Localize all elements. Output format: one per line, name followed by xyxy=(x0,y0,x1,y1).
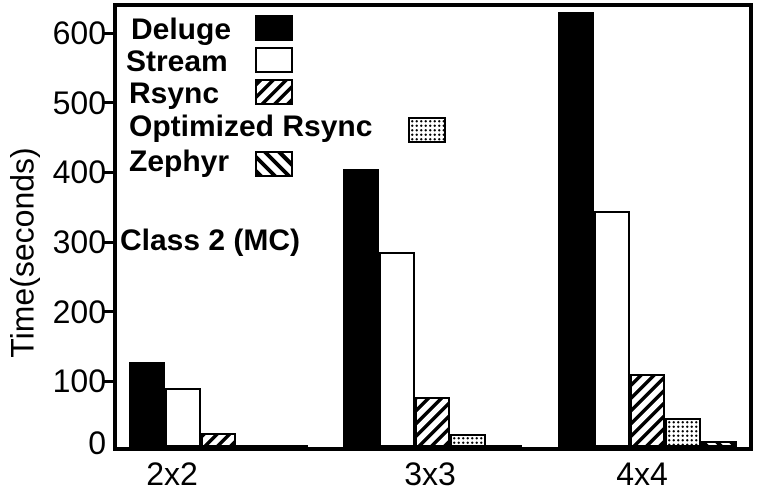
y-tick-label-500: 500 xyxy=(52,84,106,121)
plot-border xyxy=(113,3,753,451)
bar-stream-4x4 xyxy=(593,210,630,447)
y-tick-label-600: 600 xyxy=(52,15,106,51)
legend-label-rsync: Rsync xyxy=(129,77,220,110)
bar-rsync-3x3 xyxy=(414,396,451,447)
bar-stream-2x2 xyxy=(164,388,201,447)
y-tick-label-200: 200 xyxy=(52,293,106,330)
y-tick-mark-500 xyxy=(103,101,117,105)
class-annotation: Class 2 (MC) xyxy=(120,224,301,257)
y-tick-label-100: 100 xyxy=(52,363,106,400)
bar-deluge-2x2 xyxy=(129,361,165,447)
bar-zephyr-4x4 xyxy=(701,441,737,447)
y-tick-mark-200 xyxy=(103,310,117,314)
y-tick-mark-100 xyxy=(103,379,117,383)
legend-swatch-zephyr xyxy=(255,151,293,177)
legend-swatch-optimized-rsync xyxy=(408,117,446,143)
bar-stream-3x3 xyxy=(378,251,415,447)
legend-swatch-deluge xyxy=(255,15,293,41)
bar-optimized-rsync-3x3 xyxy=(450,434,487,447)
x-tick-label-2x2: 2x2 xyxy=(146,456,198,492)
y-tick-label-0: 0 xyxy=(88,425,106,461)
bar-zephyr-3x3 xyxy=(486,445,522,449)
bar-deluge-3x3 xyxy=(343,168,379,447)
bar-rsync-4x4 xyxy=(629,374,666,447)
y-tick-label-400: 400 xyxy=(52,154,106,191)
legend-label-optimized-rsync: Optimized Rsync xyxy=(129,110,373,143)
legend-label-zephyr: Zephyr xyxy=(129,145,230,178)
legend-swatch-rsync xyxy=(255,79,293,105)
x-tick-label-3x3: 3x3 xyxy=(404,456,456,492)
legend-swatch-stream xyxy=(255,47,293,73)
bar-optimized-rsync-4x4 xyxy=(665,418,702,447)
bar-deluge-4x4 xyxy=(558,12,594,447)
y-tick-mark-600 xyxy=(103,31,117,35)
legend-label-deluge: Deluge xyxy=(131,13,232,46)
y-tick-label-300: 300 xyxy=(52,224,106,260)
x-tick-label-4x4: 4x4 xyxy=(616,456,668,492)
bar-rsync-2x2 xyxy=(200,432,237,447)
y-tick-mark-400 xyxy=(103,170,117,174)
legend-label-stream: Stream xyxy=(126,45,228,78)
bar-zephyr-2x2 xyxy=(272,445,308,449)
bar-optimized-rsync-2x2 xyxy=(236,445,273,449)
y-tick-mark-300 xyxy=(103,240,117,244)
